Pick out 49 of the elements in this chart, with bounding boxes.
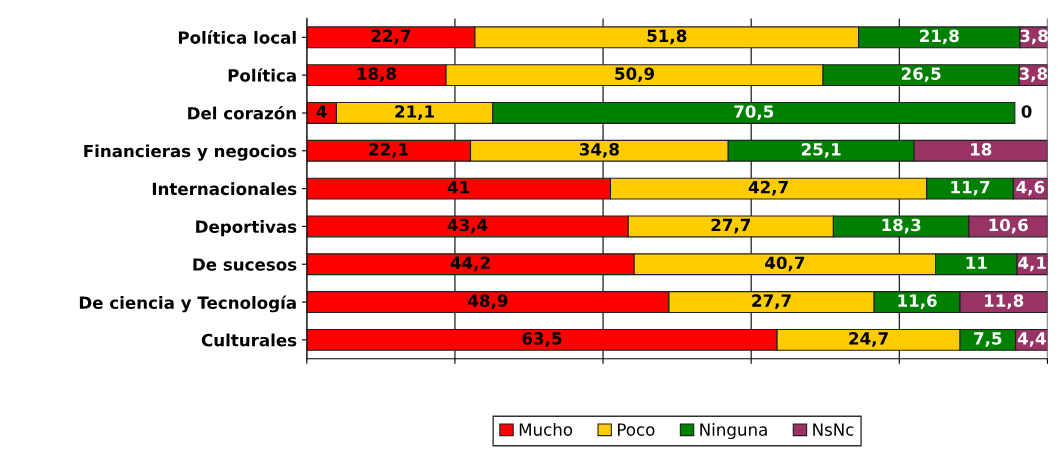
data-label: 18,3 bbox=[882, 218, 921, 234]
data-label: 48,9 bbox=[468, 294, 508, 310]
data-label: 63,5 bbox=[522, 332, 562, 347]
data-label: 26,5 bbox=[901, 67, 941, 83]
y-tick-label: Internacionales bbox=[152, 182, 297, 196]
data-label: 50,9 bbox=[615, 67, 655, 83]
data-label: 4 bbox=[316, 105, 327, 118]
data-label: 4,1 bbox=[1018, 256, 1046, 272]
data-label: 4,4 bbox=[1017, 332, 1046, 347]
data-label: 34,8 bbox=[579, 143, 619, 158]
y-tick-label: Deportivas bbox=[196, 220, 297, 237]
data-label: 40,7 bbox=[765, 256, 805, 272]
y-tick-label: Política local bbox=[178, 30, 296, 44]
y-tick-label: Del corazón bbox=[188, 105, 296, 120]
data-label: 22,1 bbox=[369, 143, 409, 158]
data-label: 7,5 bbox=[974, 332, 1002, 347]
data-label: 3,8 bbox=[1019, 67, 1048, 83]
data-label: 27,7 bbox=[711, 218, 751, 234]
data-label: 10,6 bbox=[989, 218, 1028, 234]
y-tick-label: Política bbox=[228, 68, 296, 82]
legend-label: Poco bbox=[618, 423, 655, 436]
data-label: 18 bbox=[971, 143, 992, 156]
data-label: 27,7 bbox=[752, 294, 791, 310]
legend-label: NsNc bbox=[813, 423, 854, 436]
data-label: 11,7 bbox=[951, 181, 990, 196]
data-label: 70,5 bbox=[734, 105, 774, 120]
y-tick-label: Culturales bbox=[201, 333, 297, 347]
y-tick-label: De ciencia y Tecnología bbox=[79, 295, 296, 313]
data-label: 11,8 bbox=[985, 294, 1024, 310]
legend-label: Ninguna bbox=[700, 422, 767, 440]
data-label: 43,4 bbox=[447, 218, 488, 234]
data-label: 11,6 bbox=[898, 294, 937, 310]
data-label: 25,1 bbox=[801, 143, 841, 158]
data-label: 4,6 bbox=[1016, 180, 1045, 196]
legend-label: Mucho bbox=[519, 422, 573, 436]
y-tick-label: De sucesos bbox=[193, 258, 297, 271]
data-label: 21,1 bbox=[395, 105, 434, 120]
data-label: 44,2 bbox=[450, 256, 490, 272]
data-label: 3,8 bbox=[1020, 29, 1048, 45]
data-label: 24,7 bbox=[849, 332, 888, 347]
data-label: 11 bbox=[966, 256, 987, 269]
data-label: 41 bbox=[447, 181, 470, 194]
data-label: 21,8 bbox=[920, 29, 959, 45]
data-label: 51,8 bbox=[647, 29, 687, 45]
data-label: 0 bbox=[1021, 105, 1032, 118]
data-label: 42,7 bbox=[748, 180, 788, 196]
y-tick-label: Financieras y negocios bbox=[84, 144, 297, 161]
data-label: 18,8 bbox=[357, 67, 396, 83]
data-label: 22,7 bbox=[371, 29, 411, 45]
